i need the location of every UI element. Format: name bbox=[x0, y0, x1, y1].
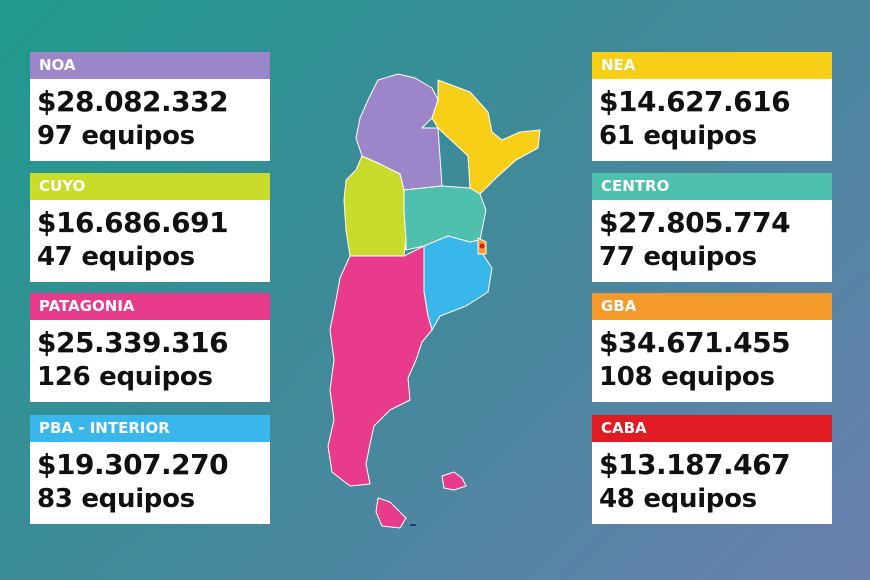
region-amount: $14.627.616 bbox=[599, 85, 791, 118]
region-teams: 126 equipos bbox=[37, 362, 213, 392]
region-teams: 97 equipos bbox=[37, 121, 195, 151]
region-card-centro: CENTRO $27.805.774 77 equipos bbox=[592, 173, 832, 282]
region-card-cuyo: CUYO $16.686.691 47 equipos bbox=[30, 173, 270, 282]
region-teams: 83 equipos bbox=[37, 484, 195, 514]
region-amount: $34.671.455 bbox=[599, 326, 791, 359]
region-card-caba: CABA $13.187.467 48 equipos bbox=[592, 415, 832, 524]
region-teams: 61 equipos bbox=[599, 121, 757, 151]
map-region-cuyo bbox=[343, 155, 407, 257]
region-card-gba: GBA $34.671.455 108 equipos bbox=[592, 293, 832, 402]
region-card-patagonia: PATAGONIA $25.339.316 126 equipos bbox=[30, 293, 270, 402]
region-card-noa: NOA $28.082.332 97 equipos bbox=[30, 52, 270, 161]
map-antarctic-marker bbox=[410, 524, 416, 526]
region-teams: 108 equipos bbox=[599, 362, 775, 392]
map-region-caba bbox=[479, 243, 485, 249]
region-name: CUYO bbox=[30, 173, 270, 200]
region-amount: $27.805.774 bbox=[599, 206, 791, 239]
region-card-pba-interior: PBA - INTERIOR $19.307.270 83 equipos bbox=[30, 415, 270, 524]
region-teams: 47 equipos bbox=[37, 242, 195, 272]
region-card-nea: NEA $14.627.616 61 equipos bbox=[592, 52, 832, 161]
map-region-malvinas bbox=[441, 471, 467, 491]
region-name: CABA bbox=[592, 415, 832, 442]
region-name: NOA bbox=[30, 52, 270, 79]
region-teams: 77 equipos bbox=[599, 242, 757, 272]
region-amount: $25.339.316 bbox=[37, 326, 229, 359]
region-amount: $28.082.332 bbox=[37, 85, 229, 118]
region-name: GBA bbox=[592, 293, 832, 320]
region-name: PATAGONIA bbox=[30, 293, 270, 320]
region-amount: $19.307.270 bbox=[37, 448, 229, 481]
region-name: NEA bbox=[592, 52, 832, 79]
argentina-map bbox=[327, 73, 541, 529]
region-name: PBA - INTERIOR bbox=[30, 415, 270, 442]
region-name: CENTRO bbox=[592, 173, 832, 200]
region-amount: $13.187.467 bbox=[599, 448, 791, 481]
map-region-tierra-del-fuego bbox=[375, 497, 407, 529]
map-region-nea bbox=[431, 79, 541, 195]
region-teams: 48 equipos bbox=[599, 484, 757, 514]
region-amount: $16.686.691 bbox=[37, 206, 229, 239]
map-region-patagonia bbox=[327, 245, 433, 487]
